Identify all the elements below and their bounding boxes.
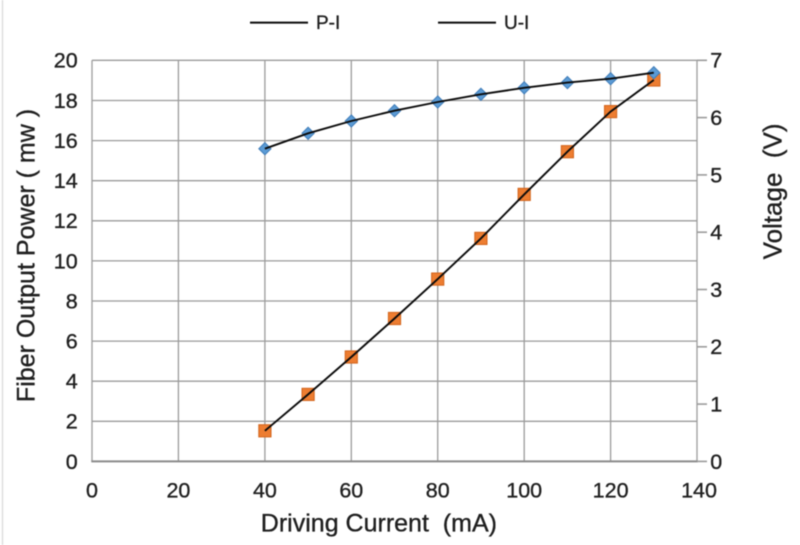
svg-text:6: 6 xyxy=(710,106,722,130)
svg-text:Voltage (V): Voltage (V) xyxy=(758,123,788,259)
svg-text:2: 2 xyxy=(66,410,78,434)
svg-text:80: 80 xyxy=(426,478,450,502)
svg-text:Fiber Output Power ( mw ): Fiber Output Power ( mw ) xyxy=(13,109,41,402)
svg-text:2: 2 xyxy=(710,335,722,359)
svg-text:20: 20 xyxy=(54,49,78,73)
svg-text:60: 60 xyxy=(339,478,363,502)
svg-text:6: 6 xyxy=(66,330,78,354)
svg-text:U-I: U-I xyxy=(504,13,529,34)
svg-text:P-I: P-I xyxy=(316,13,340,34)
svg-text:0: 0 xyxy=(710,450,722,474)
svg-text:Driving Current (mA): Driving Current (mA) xyxy=(261,509,497,537)
svg-text:4: 4 xyxy=(710,221,722,245)
svg-text:20: 20 xyxy=(166,478,190,502)
svg-text:40: 40 xyxy=(253,478,277,502)
svg-text:18: 18 xyxy=(54,89,78,113)
svg-text:14: 14 xyxy=(54,169,78,193)
svg-text:120: 120 xyxy=(593,478,629,502)
svg-text:7: 7 xyxy=(710,49,722,73)
svg-text:140: 140 xyxy=(681,478,717,502)
svg-text:4: 4 xyxy=(66,370,78,394)
svg-text:12: 12 xyxy=(54,209,78,233)
svg-text:8: 8 xyxy=(66,289,78,313)
svg-text:10: 10 xyxy=(54,249,78,273)
svg-text:1: 1 xyxy=(710,393,722,417)
svg-text:0: 0 xyxy=(66,450,78,474)
svg-text:0: 0 xyxy=(86,478,98,502)
svg-text:5: 5 xyxy=(710,163,722,187)
svg-text:3: 3 xyxy=(710,278,722,302)
svg-text:16: 16 xyxy=(54,129,78,153)
svg-text:100: 100 xyxy=(506,478,542,502)
